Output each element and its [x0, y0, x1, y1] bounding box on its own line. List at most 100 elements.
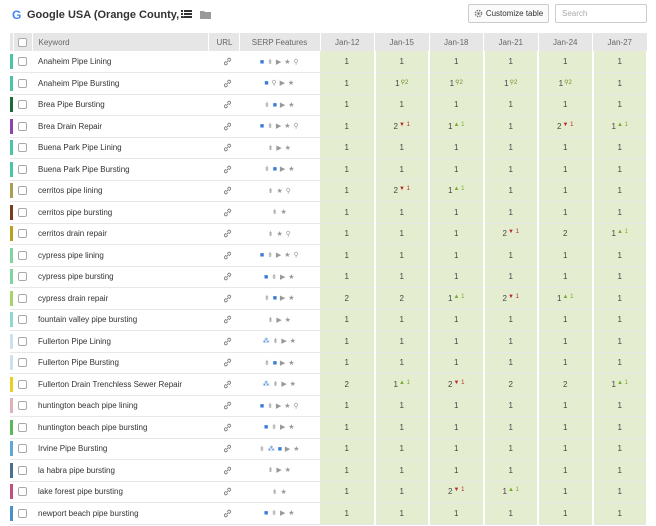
row-select-cell[interactable]: [13, 72, 32, 95]
rank-cell[interactable]: 1: [538, 244, 594, 267]
row-select-cell[interactable]: [13, 416, 32, 439]
url-cell[interactable]: [208, 459, 239, 482]
search-input[interactable]: [555, 4, 647, 23]
header-select-all[interactable]: [13, 33, 33, 51]
rank-cell[interactable]: 1: [429, 266, 485, 288]
rank-cell[interactable]: 1: [374, 481, 430, 503]
table-row[interactable]: Buena Park Pipe Lining ⇟ ▶ ★ 1 1 1 1 1 1: [10, 137, 648, 159]
rank-cell[interactable]: 1: [320, 51, 376, 73]
rank-cell[interactable]: 1: [374, 266, 430, 288]
row-checkbox[interactable]: [18, 78, 27, 88]
header-serp-features[interactable]: SERP Features: [239, 33, 321, 51]
url-cell[interactable]: [208, 352, 239, 374]
rank-cell[interactable]: 1: [429, 395, 485, 417]
row-checkbox[interactable]: [18, 186, 27, 196]
link-icon[interactable]: [223, 380, 232, 389]
rank-cell[interactable]: 1: [538, 309, 594, 331]
keyword-cell[interactable]: fountain valley pipe bursting: [32, 309, 208, 331]
rank-cell[interactable]: 2: [483, 373, 539, 396]
rank-cell[interactable]: 1: [429, 438, 485, 460]
header-keyword[interactable]: Keyword: [32, 33, 209, 51]
rank-cell[interactable]: 1: [320, 502, 376, 525]
rank-cell[interactable]: 1: [320, 266, 376, 288]
row-checkbox[interactable]: [18, 444, 27, 454]
link-icon[interactable]: [223, 466, 232, 475]
rank-cell[interactable]: 1: [483, 51, 539, 73]
rank-cell[interactable]: 1: [483, 459, 539, 482]
row-select-cell[interactable]: [13, 137, 32, 159]
row-checkbox[interactable]: [18, 465, 27, 475]
row-select-cell[interactable]: [13, 115, 32, 138]
link-icon[interactable]: [223, 229, 232, 238]
rank-cell[interactable]: 1: [374, 244, 430, 267]
keyword-cell[interactable]: newport beach pipe bursting: [32, 502, 208, 525]
row-checkbox[interactable]: [18, 379, 27, 389]
select-all-checkbox[interactable]: [18, 37, 27, 47]
rank-cell[interactable]: 1: [374, 330, 430, 353]
url-cell[interactable]: [208, 51, 239, 73]
rank-cell[interactable]: 1: [374, 223, 430, 245]
rank-cell[interactable]: 1: [592, 94, 648, 116]
keyword-cell[interactable]: cypress pipe lining: [32, 244, 208, 267]
rank-cell[interactable]: 2: [538, 373, 594, 396]
rank-cell[interactable]: 1: [538, 352, 594, 374]
rank-cell[interactable]: 1: [483, 352, 539, 374]
keyword-cell[interactable]: Buena Park Pipe Bursting: [32, 158, 208, 181]
row-select-cell[interactable]: [13, 330, 32, 353]
url-cell[interactable]: [208, 373, 239, 396]
row-checkbox[interactable]: [18, 164, 27, 174]
url-cell[interactable]: [208, 438, 239, 460]
link-icon[interactable]: [223, 251, 232, 260]
url-cell[interactable]: [208, 287, 239, 310]
keyword-cell[interactable]: Anaheim Pipe Bursting: [32, 72, 208, 95]
rank-cell[interactable]: 1▲ 1: [429, 115, 485, 138]
rank-cell[interactable]: 1: [538, 180, 594, 202]
row-checkbox[interactable]: [18, 143, 27, 153]
rank-cell[interactable]: 1▲ 1: [592, 373, 648, 396]
keyword-cell[interactable]: Brea Pipe Bursting: [32, 94, 208, 116]
rank-cell[interactable]: 1▲ 1: [429, 287, 485, 310]
rank-cell[interactable]: 1▲ 1: [538, 287, 594, 310]
rank-cell[interactable]: 1: [483, 94, 539, 116]
rank-cell[interactable]: 1: [538, 94, 594, 116]
rank-cell[interactable]: 1: [538, 137, 594, 159]
rank-cell[interactable]: 1: [538, 51, 594, 73]
rank-cell[interactable]: 1: [538, 330, 594, 353]
url-cell[interactable]: [208, 416, 239, 439]
link-icon[interactable]: [223, 401, 232, 410]
link-icon[interactable]: [223, 337, 232, 346]
link-icon[interactable]: [223, 165, 232, 174]
url-cell[interactable]: [208, 395, 239, 417]
rank-cell[interactable]: 1: [429, 51, 485, 73]
rank-cell[interactable]: 2: [374, 287, 430, 310]
rank-cell[interactable]: 1: [429, 244, 485, 267]
rank-cell[interactable]: 2▼ 1: [483, 287, 539, 310]
rank-cell[interactable]: 1: [592, 459, 648, 482]
table-row[interactable]: Anaheim Pipe Bursting ■ ⚲ ▶ ★ 1 1⚲2 1⚲2 1⚲2 1⚲…: [10, 72, 648, 95]
rank-cell[interactable]: 1: [538, 459, 594, 482]
keyword-cell[interactable]: Fullerton Drain Trenchless Sewer Repair: [32, 373, 208, 396]
rank-cell[interactable]: 1: [592, 416, 648, 439]
link-icon[interactable]: [223, 122, 232, 131]
rank-cell[interactable]: 1⚲2: [483, 72, 539, 95]
rank-cell[interactable]: 1: [429, 416, 485, 439]
rank-cell[interactable]: 1: [538, 416, 594, 439]
rank-cell[interactable]: 1: [320, 416, 376, 439]
row-select-cell[interactable]: [13, 180, 32, 202]
rank-cell[interactable]: 1: [374, 502, 430, 525]
rank-cell[interactable]: 1: [320, 352, 376, 374]
keyword-cell[interactable]: Fullerton Pipe Bursting: [32, 352, 208, 374]
rank-cell[interactable]: 1: [483, 395, 539, 417]
rank-cell[interactable]: 1: [538, 481, 594, 503]
rank-cell[interactable]: 1: [538, 201, 594, 224]
row-select-cell[interactable]: [13, 502, 32, 525]
list-view-icon[interactable]: [181, 9, 192, 19]
rank-cell[interactable]: 1: [320, 459, 376, 482]
rank-cell[interactable]: 1: [374, 158, 430, 181]
row-select-cell[interactable]: [13, 94, 32, 116]
link-icon[interactable]: [223, 186, 232, 195]
rank-cell[interactable]: 1: [483, 158, 539, 181]
link-icon[interactable]: [223, 294, 232, 303]
table-row[interactable]: Brea Drain Repair ■ ⇟ ▶ ★ ⚲ 1 2▼ 1 1▲ 1 1 2▼ 1…: [10, 115, 648, 138]
rank-cell[interactable]: 1: [538, 266, 594, 288]
